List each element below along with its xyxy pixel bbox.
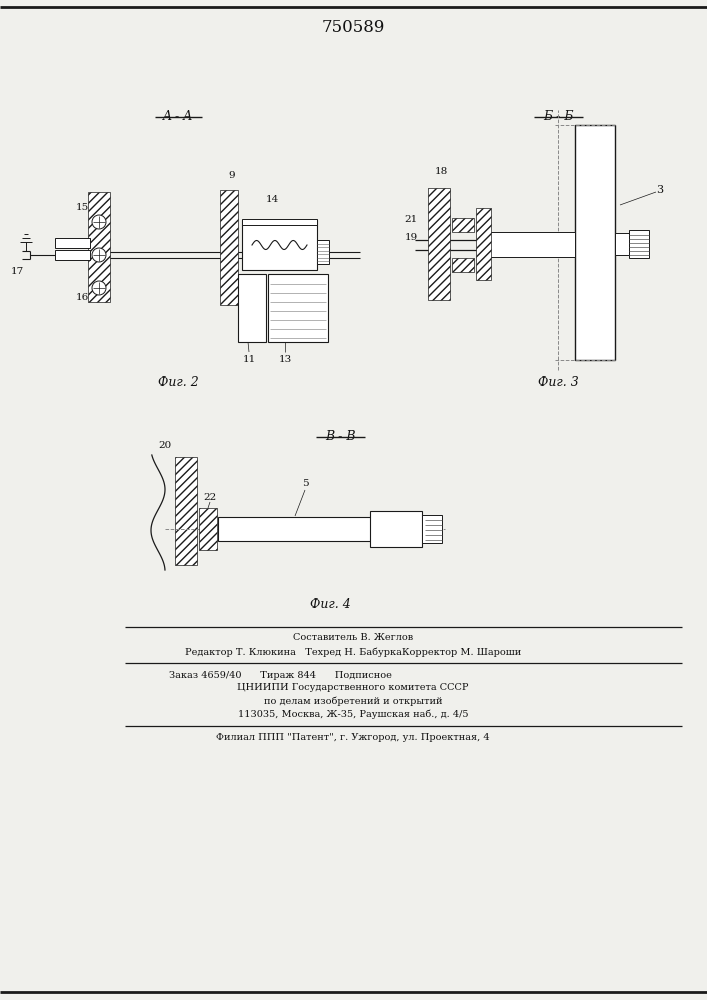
Bar [370, 511, 422, 547]
Bar [55, 238, 90, 248]
Text: 15: 15 [76, 202, 88, 212]
Bar [218, 517, 373, 541]
Text: Фиг. 2: Фиг. 2 [158, 375, 199, 388]
Text: 22: 22 [204, 492, 216, 502]
Bar [452, 218, 474, 232]
Bar [242, 219, 317, 225]
Bar [199, 508, 217, 550]
Text: 113035, Москва, Ж-35, Раушская наб., д. 4/5: 113035, Москва, Ж-35, Раушская наб., д. … [238, 709, 468, 719]
Text: Б - Б: Б - Б [543, 110, 573, 123]
Text: Заказ 4659/40      Тираж 844      Подписное: Заказ 4659/40 Тираж 844 Подписное [168, 670, 392, 680]
Circle shape [92, 248, 106, 262]
Circle shape [92, 281, 106, 295]
Text: 20: 20 [159, 440, 172, 450]
Text: Редактор Т. Клюкина   Техред Н. БабуркаКорректор М. Шароши: Редактор Т. Клюкина Техред Н. БабуркаКор… [185, 647, 521, 657]
Bar [88, 192, 110, 302]
Bar [615, 233, 629, 255]
Bar [629, 230, 649, 258]
Text: ЦНИИПИ Государственного комитета СССР: ЦНИИПИ Государственного комитета СССР [238, 684, 469, 692]
Circle shape [92, 215, 106, 229]
Text: 5: 5 [302, 480, 308, 488]
Bar [220, 190, 238, 305]
Text: В - В: В - В [325, 430, 355, 444]
Text: Составитель В. Жеглов: Составитель В. Жеглов [293, 634, 413, 643]
Text: по делам изобретений и открытий: по делам изобретений и открытий [264, 696, 443, 706]
Text: 13: 13 [279, 356, 291, 364]
Text: 19: 19 [404, 233, 418, 242]
Text: 14: 14 [265, 196, 279, 205]
Text: 18: 18 [434, 167, 448, 176]
Text: Фиг. 4: Фиг. 4 [310, 598, 351, 611]
Text: 750589: 750589 [321, 18, 385, 35]
Bar [238, 274, 266, 342]
Text: 16: 16 [76, 294, 88, 302]
Bar [490, 232, 575, 257]
Bar [476, 208, 491, 280]
Text: 9: 9 [228, 170, 235, 180]
Text: 3: 3 [656, 185, 664, 195]
Bar [242, 220, 317, 270]
Bar [575, 125, 615, 360]
Bar [452, 258, 474, 272]
Text: Филиал ППП "Патент", г. Ужгород, ул. Проектная, 4: Филиал ППП "Патент", г. Ужгород, ул. Про… [216, 734, 490, 742]
Text: 11: 11 [243, 356, 256, 364]
Bar [428, 188, 450, 300]
Text: A - A: A - A [163, 110, 193, 123]
Bar [268, 274, 328, 342]
Bar [317, 240, 329, 264]
Bar [175, 457, 197, 565]
Text: Фиг. 3: Фиг. 3 [537, 375, 578, 388]
Text: 21: 21 [404, 216, 418, 225]
Bar [422, 515, 442, 543]
Text: 17: 17 [11, 267, 23, 276]
Bar [55, 250, 90, 260]
